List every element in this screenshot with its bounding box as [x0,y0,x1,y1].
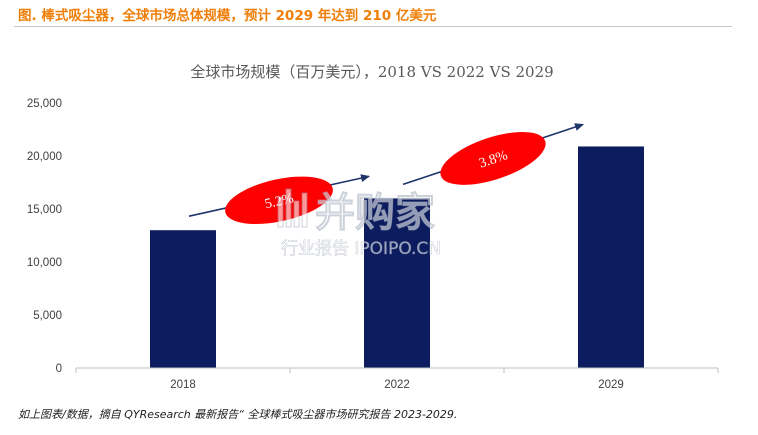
watermark-brand: 并购家 [315,190,435,236]
watermark-logo-icon [277,188,308,228]
y-tick-label: 20,000 [27,151,62,163]
x-axis [75,367,719,373]
x-tick-label: 2018 [170,379,196,391]
y-tick-label: 5,000 [33,310,62,322]
growth-annotation: 3.8% [402,123,584,186]
x-tick-label: 2022 [384,379,410,391]
y-axis-ticks: 0 5,000 10,000 15,000 20,000 25,000 [27,98,62,375]
chart-title: 全球市场规模（百万美元），2018 VS 2022 VS 2029 [190,63,553,81]
x-tick-label: 2029 [598,379,624,391]
x-axis-ticks: 2018 2022 2029 [170,379,624,391]
figure-title: 图. 棒式吸尘器，全球市场总体规模，预计 2029 年达到 210 亿美元 [18,8,437,24]
y-tick-label: 25,000 [27,98,62,110]
y-tick-label: 10,000 [27,257,62,269]
header-divider [14,26,732,27]
source-note: 如上图表/数据，摘自 QYResearch 最新报告“ 全球棒式吸尘器市场研究报… [18,408,458,421]
watermark: 并购家 行业报告 IPOIPO.CN [277,188,441,259]
bar-2029 [578,146,644,368]
y-tick-label: 15,000 [27,204,62,216]
growth-ellipse [440,132,546,185]
bar-chart: 全球市场规模（百万美元），2018 VS 2022 VS 2029 0 5,000… [27,63,719,391]
bar-2022 [364,198,430,368]
bar-2018 [150,230,216,368]
watermark-tagline: 行业报告 IPOIPO.CN [281,239,441,259]
y-tick-label: 0 [56,363,62,375]
bars-group [150,146,644,368]
